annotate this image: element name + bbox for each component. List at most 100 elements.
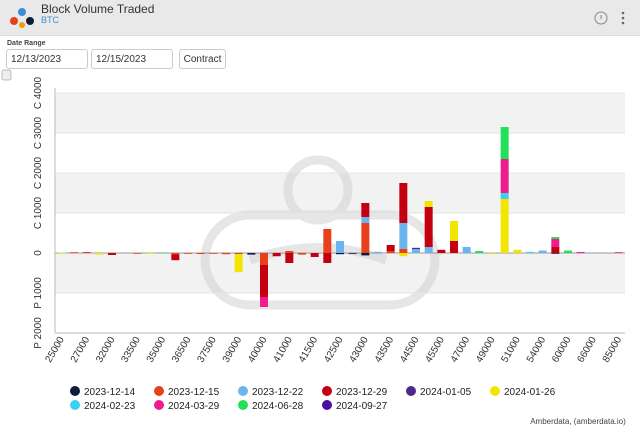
bar (70, 252, 78, 253)
bar (260, 297, 268, 307)
legend-label: 2024-01-05 (420, 387, 472, 398)
bar (310, 253, 319, 257)
bar (323, 253, 332, 263)
bar (285, 251, 294, 253)
bar (551, 253, 560, 254)
bar (500, 199, 509, 253)
bar (424, 201, 433, 207)
start-date[interactable]: 12/13/2023 (6, 49, 88, 69)
legend-marker (490, 386, 500, 396)
x-tick-label: 33500 (119, 335, 143, 365)
y-tick-label: P 2000 (33, 317, 44, 349)
bar (95, 253, 104, 255)
contract-button[interactable]: Contract (179, 49, 226, 69)
legend-label: 2023-12-14 (84, 387, 136, 398)
bar (133, 253, 142, 254)
legend-marker (238, 400, 248, 410)
y-tick-label: C 2000 (33, 156, 44, 189)
x-tick-label: 27000 (69, 335, 93, 365)
legend-label: 2024-09-27 (336, 401, 388, 412)
bar (234, 254, 243, 273)
legend-label: 2024-02-23 (84, 401, 136, 412)
bar (614, 252, 623, 253)
bar (551, 239, 560, 247)
bar (526, 251, 534, 253)
bar (184, 253, 192, 254)
date-range-label: Date Range (7, 40, 46, 47)
x-tick-label: 35000 (145, 335, 169, 365)
band (55, 253, 625, 293)
bar (412, 247, 420, 249)
legend-marker (322, 386, 332, 396)
legend-label: 2024-06-28 (252, 401, 304, 412)
bar (424, 247, 433, 253)
x-tick-label: 45500 (423, 335, 447, 365)
icons[interactable] (592, 8, 632, 28)
legend-label: 2024-01-26 (504, 387, 556, 398)
bar (247, 253, 256, 255)
legend-marker (238, 386, 248, 396)
legend-marker (70, 386, 80, 396)
bar (348, 253, 357, 254)
x-tick-label: 49000 (474, 335, 498, 365)
legend-label: 2024-03-29 (168, 401, 220, 412)
bar (260, 265, 268, 297)
bar (475, 251, 484, 253)
y-tick-label: 0 (33, 250, 44, 256)
title: Block Volume Traded (41, 2, 155, 16)
legend-label: 2023-12-22 (252, 387, 304, 398)
bar (437, 249, 446, 253)
bar (564, 250, 572, 253)
legend-marker (70, 400, 80, 410)
x-tick-label: 37500 (195, 335, 219, 365)
bar (412, 249, 420, 253)
x-tick-label: 43000 (347, 335, 371, 365)
bar (171, 254, 180, 261)
bar (386, 245, 395, 251)
expand-toggle[interactable] (1, 69, 12, 81)
bar (285, 253, 294, 263)
bar (399, 223, 408, 249)
x-tick-label: 51000 (499, 335, 523, 365)
bar (551, 247, 560, 253)
logo (10, 8, 34, 28)
x-tick-label: 41000 (271, 335, 295, 365)
bar (209, 253, 218, 254)
x-tick-label: 47000 (449, 335, 473, 365)
bar (361, 203, 370, 217)
legend-label: 2023-12-15 (168, 387, 220, 398)
bar (336, 241, 344, 253)
bar (323, 229, 332, 253)
x-tick-label: 42500 (322, 335, 346, 365)
bar (298, 253, 306, 255)
bar (424, 207, 433, 247)
legend-marker (322, 400, 332, 410)
x-tick-label: 40000 (246, 335, 270, 365)
x-tick-label: 60000 (550, 335, 574, 365)
bar (399, 183, 408, 223)
bar (361, 253, 370, 256)
bar (234, 253, 243, 255)
header: Block Volume Traded BTC (0, 0, 640, 36)
bar (538, 250, 547, 253)
bar (146, 253, 154, 254)
x-tick-label: 44500 (398, 335, 422, 365)
bar (488, 252, 496, 253)
end-date[interactable]: 12/15/2023 (91, 49, 173, 69)
bar (361, 217, 370, 223)
bar (82, 252, 91, 253)
bar (108, 253, 116, 255)
subtitle: BTC (41, 15, 59, 25)
y-tick-label: C 1000 (33, 196, 44, 229)
bar (158, 252, 167, 254)
bar (462, 247, 471, 253)
footer: Amberdata, (amberdata.io) (530, 417, 626, 426)
legend-marker (154, 386, 164, 396)
y-tick-label: C 4000 (33, 76, 44, 109)
x-tick-label: 39000 (221, 335, 245, 365)
x-tick-label: 85000 (601, 335, 625, 365)
x-tick-label: 54000 (525, 335, 549, 365)
bar (500, 127, 509, 159)
